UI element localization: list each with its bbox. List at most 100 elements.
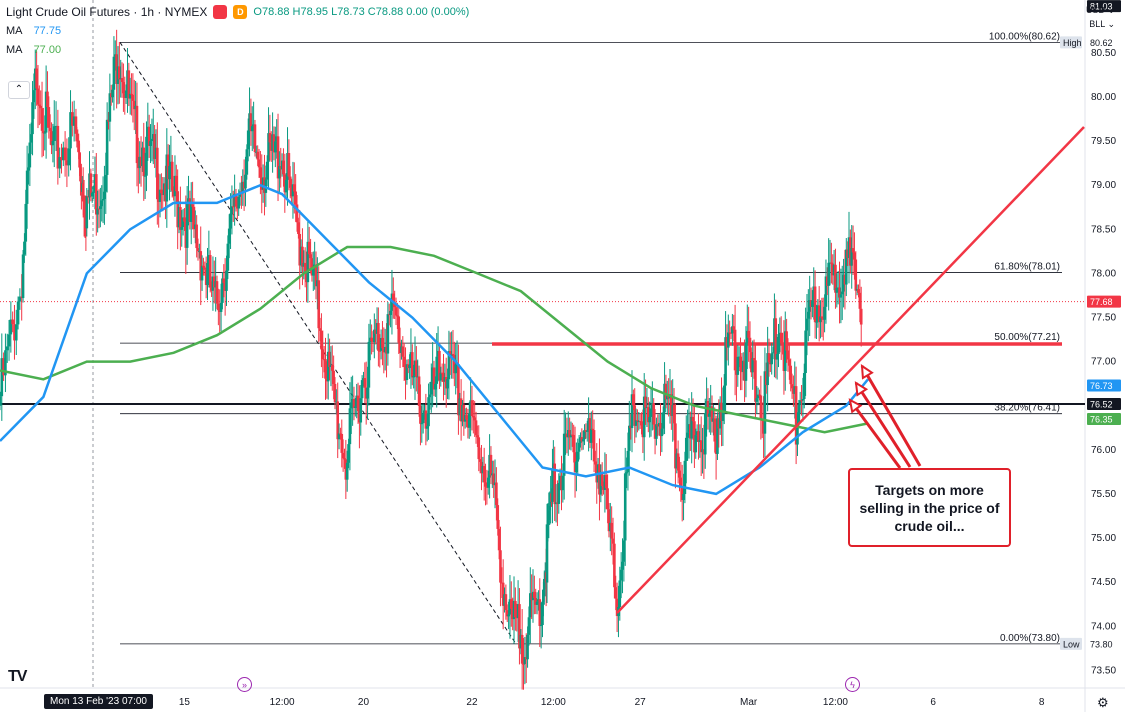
candle-body bbox=[14, 324, 18, 341]
unit-selector[interactable]: BLL ⌄ bbox=[1089, 19, 1115, 29]
event-marker-icon[interactable]: ϟ bbox=[845, 677, 860, 692]
event-marker-icon[interactable]: » bbox=[237, 677, 252, 692]
indicator-ma-fast[interactable]: MA 77.75 bbox=[6, 25, 61, 37]
candle-body bbox=[792, 388, 795, 394]
candle-body bbox=[423, 410, 426, 415]
candle-body bbox=[343, 458, 346, 460]
candle-body bbox=[25, 170, 29, 204]
candle-body bbox=[859, 308, 863, 325]
candle-body bbox=[591, 428, 594, 431]
candle-body bbox=[651, 403, 654, 409]
symbol-title[interactable]: Light Crude Oil Futures · 1h · NYMEX bbox=[6, 5, 208, 19]
candle-body bbox=[450, 353, 453, 357]
candle-body bbox=[358, 411, 361, 423]
candle-body bbox=[619, 569, 623, 581]
candle-body bbox=[804, 330, 807, 374]
candle-body bbox=[786, 350, 790, 360]
candle-body bbox=[52, 126, 56, 141]
candle-body bbox=[604, 475, 608, 489]
candle-body bbox=[778, 332, 782, 337]
candle-body bbox=[680, 486, 684, 501]
candle-body bbox=[470, 400, 474, 416]
candle-body bbox=[721, 412, 725, 421]
price-tag bbox=[1087, 379, 1121, 392]
candle-body bbox=[218, 310, 222, 312]
candle-body bbox=[284, 179, 288, 193]
candle-body bbox=[552, 463, 555, 471]
candle-body bbox=[435, 356, 439, 384]
candle-body bbox=[245, 149, 249, 175]
candle-body bbox=[691, 416, 695, 422]
candle-body bbox=[556, 502, 559, 504]
candle-body bbox=[340, 433, 344, 453]
candle-body bbox=[157, 199, 160, 202]
candle-body bbox=[684, 437, 688, 461]
market-status-badge[interactable] bbox=[213, 5, 228, 19]
candle-body bbox=[443, 377, 447, 382]
y-tick-label: 75.50 bbox=[1091, 489, 1116, 500]
candle-body bbox=[382, 348, 386, 353]
candle-body bbox=[166, 154, 170, 180]
candle-body bbox=[185, 202, 189, 248]
candle-body bbox=[488, 454, 491, 478]
candle-body bbox=[208, 255, 212, 288]
candle-body bbox=[139, 156, 143, 167]
candle-body bbox=[642, 396, 646, 438]
candle-body bbox=[405, 364, 409, 381]
candle-body bbox=[462, 404, 466, 422]
candle-body bbox=[314, 264, 318, 287]
candle-body bbox=[541, 601, 544, 626]
candle-body bbox=[628, 425, 631, 451]
candle-body bbox=[141, 147, 144, 167]
candle-body bbox=[718, 402, 722, 429]
candle-body bbox=[694, 435, 698, 453]
gear-icon[interactable]: ⚙ bbox=[1097, 695, 1109, 710]
candle-body bbox=[104, 174, 108, 192]
collapse-indicators-button[interactable]: ⌃ bbox=[8, 81, 30, 99]
price-tag-label: 81.03 bbox=[1090, 2, 1113, 12]
candle-body bbox=[221, 278, 224, 303]
candle-body bbox=[731, 326, 734, 334]
candle-body bbox=[779, 332, 783, 344]
candle-body bbox=[329, 365, 333, 367]
candle-body bbox=[482, 466, 486, 483]
candle-body bbox=[816, 305, 820, 322]
candle-body bbox=[241, 181, 245, 194]
currency-selector[interactable]: USD ⌄ bbox=[1085, 5, 1115, 15]
candle-body bbox=[344, 459, 348, 480]
crosshair-date-label: Mon 13 Feb '23 07:00 bbox=[44, 694, 153, 709]
candle-body bbox=[659, 422, 662, 437]
candle-body bbox=[348, 408, 352, 445]
candle-body bbox=[466, 419, 470, 428]
delayed-data-badge[interactable]: D bbox=[233, 5, 248, 19]
candle-body bbox=[206, 262, 209, 286]
candle-body bbox=[722, 385, 726, 413]
candle-body bbox=[500, 582, 504, 584]
candle-body bbox=[664, 383, 668, 400]
candle-body bbox=[252, 124, 255, 127]
candle-body bbox=[438, 350, 441, 381]
candle-body bbox=[809, 300, 813, 307]
candle-body bbox=[845, 249, 848, 285]
candle-body bbox=[609, 522, 612, 532]
candle-body bbox=[393, 302, 396, 308]
ohlc-readout: O78.88 H78.95 L78.73 C78.88 0.00 (0.00%) bbox=[253, 6, 470, 18]
candle-body bbox=[713, 418, 717, 442]
candle-body bbox=[843, 274, 847, 285]
candle-body bbox=[431, 367, 434, 382]
candle-body bbox=[274, 141, 277, 153]
candle-body bbox=[788, 359, 791, 366]
arrow-head bbox=[860, 364, 874, 380]
candle-body bbox=[260, 177, 264, 190]
indicator-ma-slow[interactable]: MA 77.00 bbox=[6, 44, 61, 56]
candle-body bbox=[111, 89, 114, 98]
candle-body bbox=[375, 323, 379, 334]
candle-body bbox=[316, 280, 319, 287]
candle-body bbox=[150, 138, 154, 142]
candle-body bbox=[13, 324, 16, 341]
price-tag bbox=[1087, 412, 1121, 425]
candle-body bbox=[534, 597, 538, 605]
candle-body bbox=[850, 248, 854, 266]
candle-body bbox=[785, 331, 788, 351]
